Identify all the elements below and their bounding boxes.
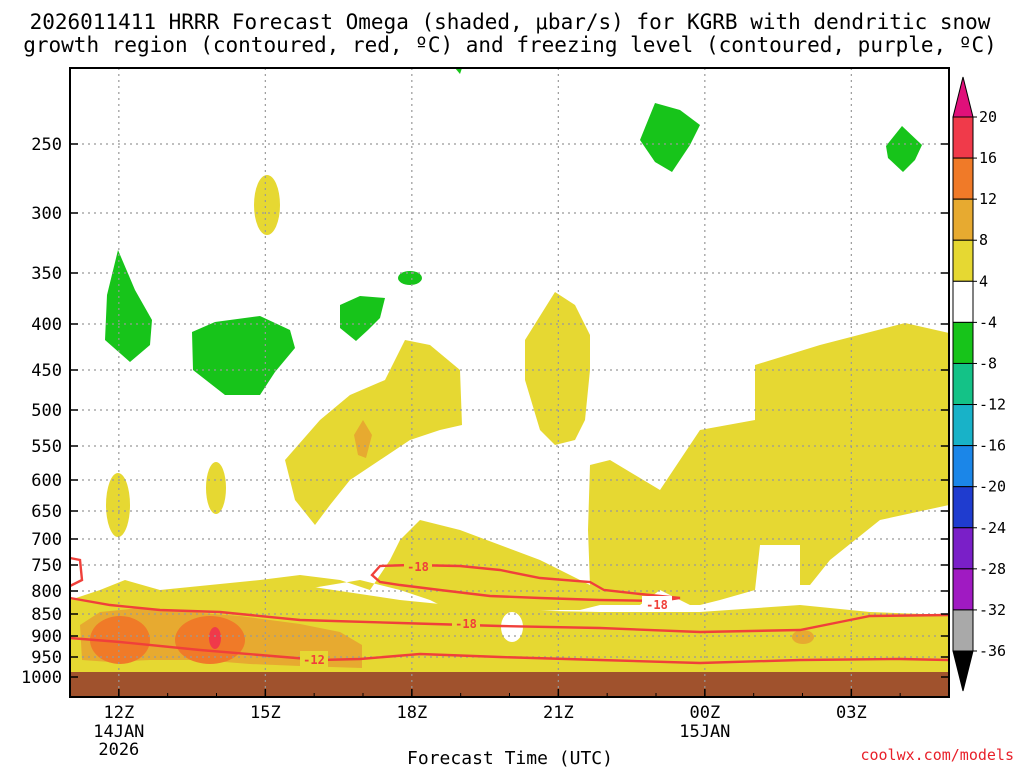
x-tick-label: 12Z bbox=[103, 703, 134, 723]
colorbar-label: -16 bbox=[979, 437, 1006, 455]
grid bbox=[70, 68, 949, 697]
omega-region-4-8-21z bbox=[525, 292, 590, 445]
x-tick-sublabel: 14JAN bbox=[93, 722, 144, 742]
colorbar-segment bbox=[952, 116, 974, 159]
omega-region-neg4-neg8-b bbox=[192, 316, 295, 395]
chart-title-line1: 2026011411 HRRR Forecast Omega (shaded, … bbox=[30, 10, 991, 34]
omega-shading bbox=[70, 68, 949, 672]
colorbar-label: 8 bbox=[979, 231, 988, 249]
ground-below-surface bbox=[70, 672, 949, 697]
omega-region-4-8-mid bbox=[285, 340, 462, 525]
x-tick-label: 18Z bbox=[396, 703, 427, 723]
dgz-contour-minus12 bbox=[69, 636, 950, 665]
y-tick-label: 1000 bbox=[21, 668, 62, 688]
contour-label-4: -12 bbox=[303, 653, 325, 667]
omega-region-12-16-a bbox=[90, 616, 150, 664]
y-tick-label: 800 bbox=[31, 582, 62, 602]
y-tick-label: 450 bbox=[31, 361, 62, 381]
colorbar-segment bbox=[952, 486, 974, 529]
omega-region-neg4-neg8-c bbox=[340, 296, 385, 341]
colorbar-label: -4 bbox=[979, 313, 997, 331]
y-tick-label: 850 bbox=[31, 605, 62, 625]
contour-label-bg-3 bbox=[452, 615, 480, 631]
y-tick-label: 900 bbox=[31, 627, 62, 647]
colorbar-segment bbox=[952, 157, 974, 200]
colorbar-label: -12 bbox=[979, 396, 1006, 414]
colorbar-label: 12 bbox=[979, 190, 997, 208]
colorbar-segment bbox=[952, 280, 974, 323]
colorbar-label: -28 bbox=[979, 560, 1006, 578]
credit-text: coolwx.com/models bbox=[860, 746, 1014, 764]
contour-label-bg-1 bbox=[404, 558, 432, 574]
colorbar-segment bbox=[952, 609, 974, 652]
colorbar-segment bbox=[952, 239, 974, 282]
colorbar-segment bbox=[952, 527, 974, 570]
colorbar-bottom-arrow bbox=[952, 650, 974, 692]
y-tick-label: 650 bbox=[31, 502, 62, 522]
y-tick-label: 550 bbox=[31, 437, 62, 457]
omega-blob-620hpa-12z bbox=[106, 473, 130, 537]
y-tick-label: 350 bbox=[31, 264, 62, 284]
colorbar-label: 4 bbox=[979, 272, 988, 290]
colorbar-segment bbox=[952, 568, 974, 611]
colorbar-segment bbox=[952, 445, 974, 488]
contour-label-2: -18 bbox=[646, 598, 668, 612]
dgz-contour-labels: -18 -18 -18 -12 bbox=[300, 558, 672, 667]
colorbar-label: 16 bbox=[979, 149, 997, 167]
omega-region-16-20 bbox=[209, 627, 221, 649]
omega-region-8-12-sm1 bbox=[354, 420, 372, 458]
x-tick-label: 00Z bbox=[689, 703, 720, 723]
chart-title-line2: growth region (contoured, red, ºC) and f… bbox=[23, 33, 997, 57]
x-tick-label: 15Z bbox=[250, 703, 281, 723]
y-tick-label: 950 bbox=[31, 648, 62, 668]
omega-region-neg4-neg8-top bbox=[455, 68, 462, 74]
omega-region-neg4-neg8-d bbox=[398, 271, 422, 285]
colorbar-label: -32 bbox=[979, 601, 1006, 619]
colorbar-label: -20 bbox=[979, 478, 1006, 496]
omega-blob-620hpa-14z bbox=[206, 462, 226, 514]
colorbar-top-arrow bbox=[952, 76, 974, 118]
omega-blob-300hpa bbox=[254, 175, 280, 235]
dgz-contour-minus18-lower bbox=[69, 596, 950, 634]
y-tick-label: 600 bbox=[31, 471, 62, 491]
y-tick-label: 700 bbox=[31, 530, 62, 550]
colorbar-segment bbox=[952, 404, 974, 447]
y-tick-label: 400 bbox=[31, 315, 62, 335]
y-tick-label: 750 bbox=[31, 556, 62, 576]
y-tick-label: 250 bbox=[31, 135, 62, 155]
y-axis: 2503003504004505005506006507007508008509… bbox=[21, 135, 949, 688]
colorbar-label: -24 bbox=[979, 519, 1006, 537]
x-tick-label: 21Z bbox=[543, 703, 574, 723]
contour-label-3: -18 bbox=[455, 617, 477, 631]
omega-region-4-8-main bbox=[70, 323, 949, 672]
omega-region-8-12-sm2 bbox=[792, 630, 814, 644]
colorbar-label: -8 bbox=[979, 354, 997, 372]
colorbar-segment bbox=[952, 362, 974, 406]
y-tick-label: 500 bbox=[31, 401, 62, 421]
colorbar-segment bbox=[952, 321, 974, 364]
contour-label-1: -18 bbox=[407, 560, 429, 574]
omega-region-neg4-neg8-a bbox=[105, 250, 152, 362]
x-tick-sublabel: 15JAN bbox=[679, 722, 730, 742]
x-axis-label: Forecast Time (UTC) bbox=[407, 748, 613, 768]
colorbar-label: -36 bbox=[979, 642, 1006, 660]
omega-region-neg4-neg8-e bbox=[640, 103, 700, 172]
omega-region-neg4-neg8-f bbox=[886, 126, 922, 172]
contour-label-bg-4 bbox=[300, 651, 328, 667]
colorbar-segment bbox=[952, 198, 974, 241]
dgz-contour-upper-left bbox=[69, 556, 84, 588]
colorbar: 20 16 12 8 4 -4 -8 -12 -16 -20 -24 -28 -32 -36 bbox=[952, 76, 1006, 692]
y-tick-label: 300 bbox=[31, 204, 62, 224]
x-tick-label: 03Z bbox=[836, 703, 867, 723]
x-tick-year: 2026 bbox=[98, 740, 139, 760]
colorbar-label: 20 bbox=[979, 108, 997, 126]
contour-label-bg-2 bbox=[642, 596, 672, 612]
